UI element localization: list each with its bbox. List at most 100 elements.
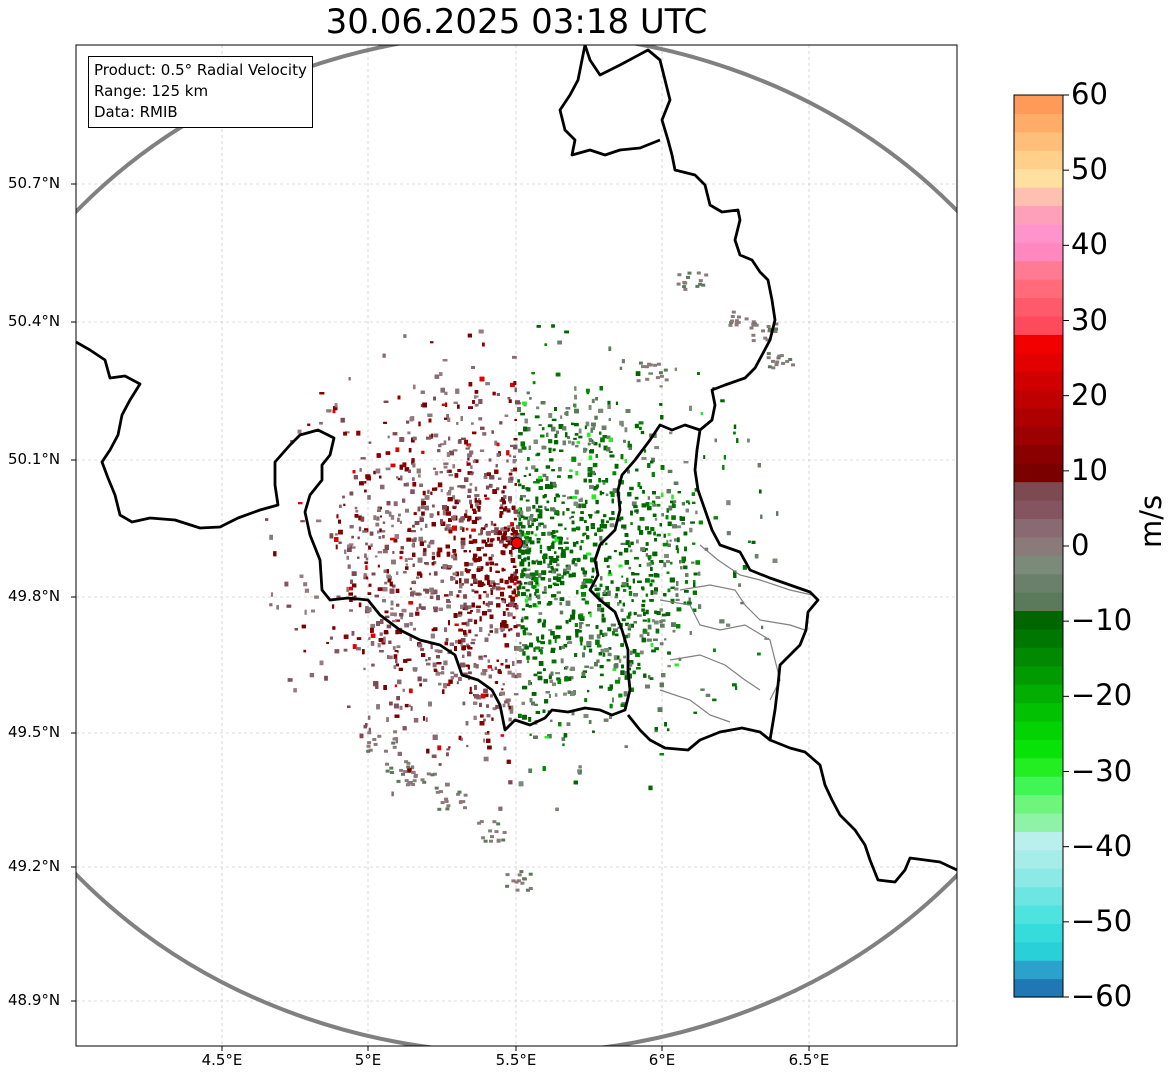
echo-pixel [426, 436, 431, 440]
echo-pixel [651, 472, 655, 477]
echo-pixel [440, 671, 445, 675]
echo-pixel [683, 461, 689, 464]
echo-pixel [393, 501, 398, 507]
echo-pixel [598, 443, 601, 448]
echo-pixel [326, 641, 329, 644]
echo-pixel [523, 558, 527, 562]
echo-pixel [669, 431, 673, 435]
echo-pixel [480, 527, 486, 530]
echo-pixel [620, 584, 626, 588]
echo-pixel [452, 506, 456, 509]
echo-pixel [504, 536, 507, 540]
echo-pixel [374, 594, 379, 598]
echo-pixel [399, 550, 404, 554]
echo-pixel [554, 551, 557, 554]
echo-pixel [395, 738, 398, 744]
echo-pixel [602, 592, 607, 596]
echo-pixel [697, 372, 700, 375]
echo-pixel [452, 449, 458, 452]
echo-pixel [413, 512, 417, 516]
echo-pixel [516, 632, 520, 637]
echo-pixel [468, 629, 472, 634]
echo-pixel [430, 491, 433, 495]
echo-pixel [596, 634, 601, 639]
echo-pixel [419, 573, 423, 578]
echo-pixel [433, 607, 438, 613]
echo-pixel [348, 592, 353, 596]
echo-pixel [378, 638, 384, 642]
echo-pixel [534, 573, 539, 576]
echo-pixel [600, 492, 605, 495]
echo-pixel [394, 684, 398, 688]
echo-pixel [461, 622, 467, 625]
echo-pixel [573, 437, 577, 440]
echo-pixel [548, 629, 553, 632]
echo-pixel [536, 527, 539, 530]
echo-pixel [490, 520, 494, 526]
echo-pixel [548, 570, 552, 573]
echo-pixel [618, 658, 622, 663]
echo-pixel [555, 635, 561, 639]
echo-pixel [612, 631, 615, 636]
echo-pixel [512, 505, 516, 510]
echo-pixel [397, 477, 403, 481]
echo-pixel [392, 584, 396, 588]
echo-pixel [647, 632, 650, 636]
echo-pixel [533, 673, 538, 677]
echo-pixel [459, 583, 463, 589]
echo-pixel [351, 583, 357, 588]
echo-pixel [659, 403, 663, 406]
echo-pixel [265, 518, 269, 521]
echo-pixel [437, 449, 441, 453]
echo-pixel [526, 487, 531, 492]
echo-pixel [360, 516, 365, 522]
echo-pixel [523, 426, 528, 432]
echo-pixel [608, 570, 611, 574]
echo-pixel [563, 692, 567, 696]
echo-pixel [411, 538, 417, 542]
echo-pixel [676, 607, 682, 612]
echo-pixel [623, 691, 628, 697]
echo-pixel [500, 504, 504, 508]
echo-pixel [605, 602, 610, 606]
echo-pixel [637, 614, 642, 617]
echo-pixel [588, 720, 592, 724]
echo-pixel [479, 449, 485, 452]
echo-pixel [691, 492, 695, 496]
echo-pixel [640, 650, 644, 655]
echo-pixel [512, 661, 515, 666]
echo-pixel [593, 442, 598, 446]
echo-pixel [418, 603, 422, 609]
echo-pixel [368, 637, 371, 640]
echo-pixel [712, 698, 717, 702]
echo-pixel [549, 679, 553, 683]
echo-pixel [478, 417, 483, 421]
echo-pixel [758, 489, 762, 494]
echo-pixel [639, 530, 644, 535]
echo-pixel [400, 546, 404, 550]
echo-pixel [490, 587, 494, 591]
echo-pixel [374, 555, 378, 558]
echo-pixel [351, 631, 355, 636]
echo-pixel [458, 676, 462, 681]
echo-pixel [574, 623, 578, 627]
echo-pixel [478, 329, 484, 334]
echo-pixel [467, 611, 472, 614]
echo-pixel [407, 528, 411, 532]
echo-pixel [544, 506, 547, 510]
echo-pixel [538, 509, 543, 514]
echo-pixel [460, 540, 466, 546]
echo-pixel [547, 424, 553, 428]
echo-pixel [548, 439, 553, 444]
echo-pixel [471, 520, 477, 524]
echo-pixel [394, 534, 399, 539]
echo-pixel [595, 485, 599, 489]
echo-pixel [397, 395, 401, 400]
echo-pixel [371, 572, 376, 576]
echo-pixel [491, 554, 494, 557]
echo-pixel [530, 531, 534, 535]
echo-pixel [628, 566, 632, 570]
echo-pixel [580, 640, 583, 646]
echo-pixel [502, 611, 506, 616]
echo-pixel [641, 586, 645, 591]
